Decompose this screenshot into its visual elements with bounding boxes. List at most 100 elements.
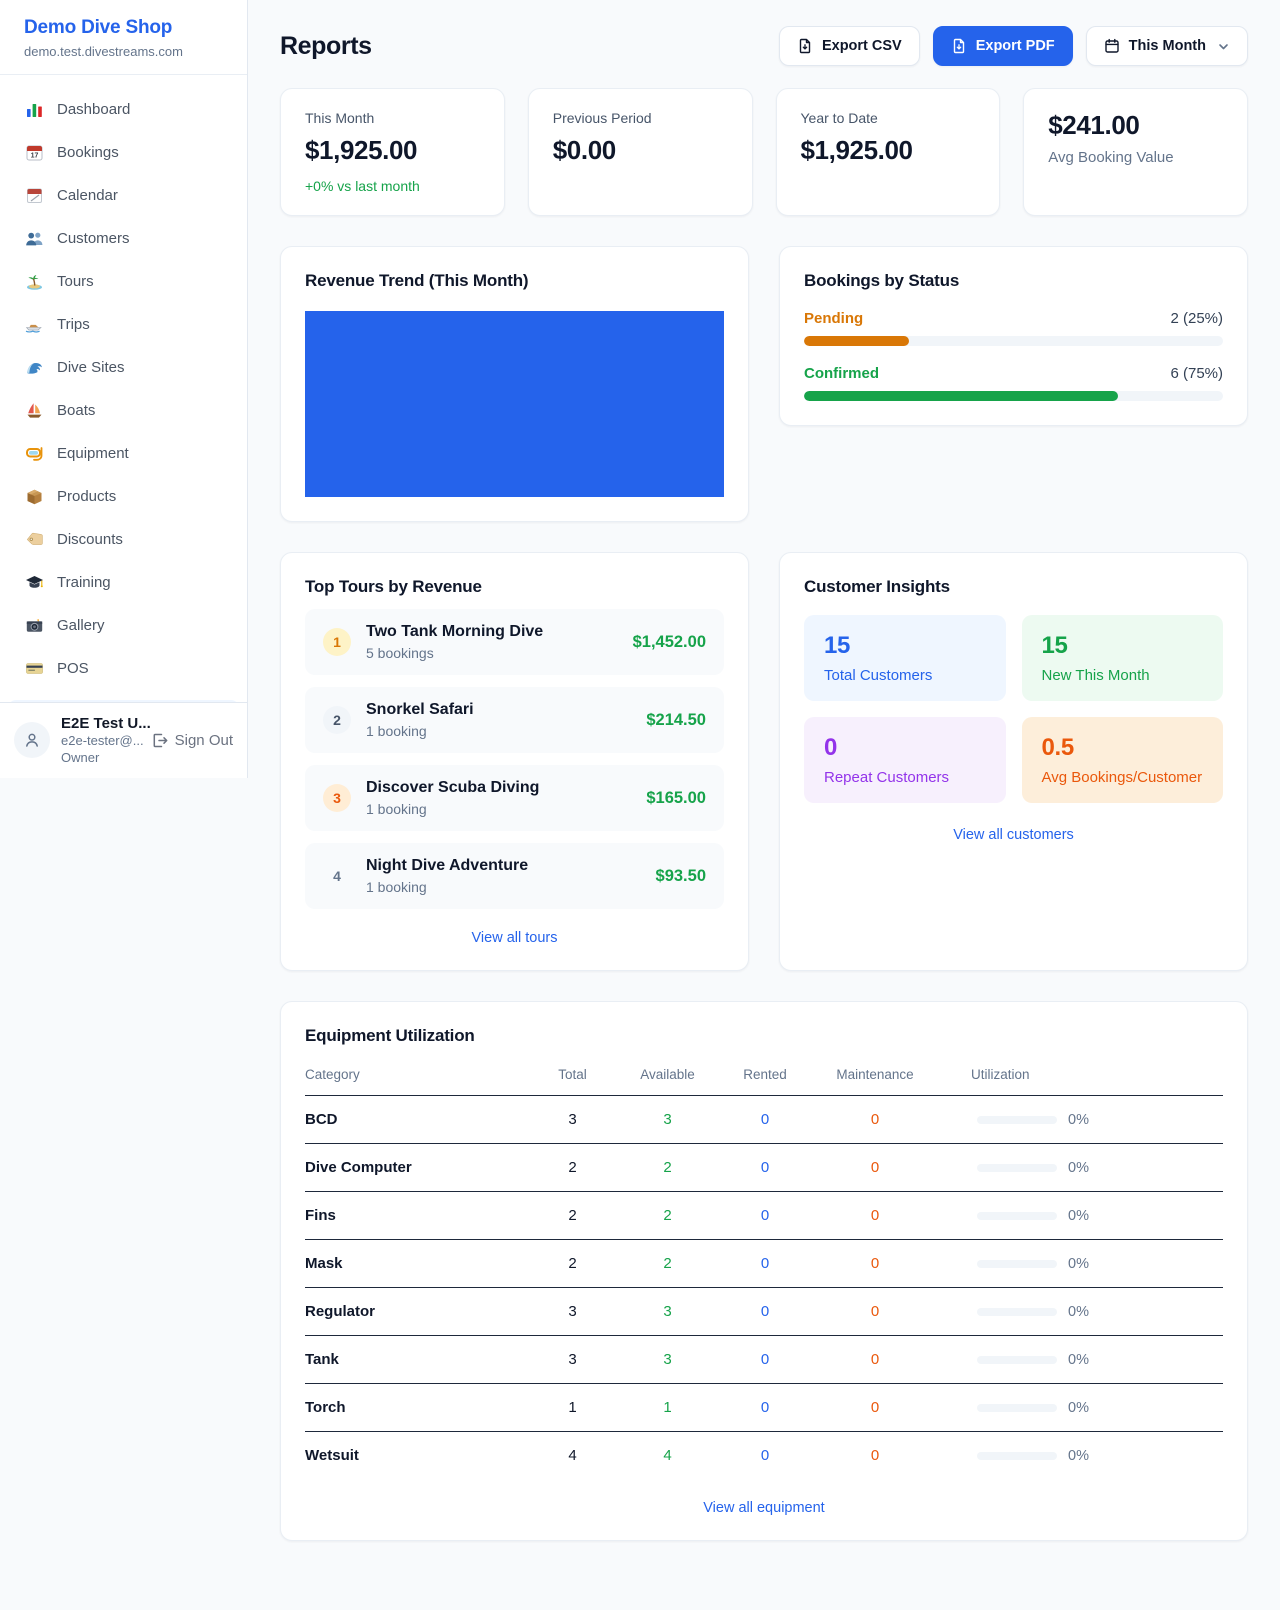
stat-card-avg-booking-value: $241.00 Avg Booking Value	[1023, 88, 1248, 216]
tile-value: 15	[824, 632, 851, 659]
tour-name: Discover Scuba Diving	[366, 779, 540, 796]
view-all-equipment-link[interactable]: View all equipment	[703, 1499, 825, 1516]
tile-new-this-month: 15 New This Month	[1021, 615, 1223, 701]
tile-value: 0.5	[1041, 734, 1075, 761]
table-row: Regulator 3 3 0 0 0%	[305, 1287, 1223, 1336]
stat-value: $241.00	[1048, 110, 1140, 140]
avatar	[14, 722, 50, 759]
tour-row: 3 Discover Scuba Diving 1 booking $165.0…	[305, 765, 724, 831]
stat-label: Previous Period	[552, 110, 652, 126]
sidebar-item-equipment[interactable]: Equipment	[8, 432, 239, 475]
utilization-bar	[977, 1115, 1057, 1124]
col-header-maintenance: Maintenance	[815, 1059, 935, 1096]
stat-card-previous-period: Previous Period $0.00	[527, 88, 753, 216]
sidebar-item-gallery[interactable]: Gallery	[8, 604, 239, 647]
progress-track	[804, 336, 1223, 346]
view-all-customers-link[interactable]: View all customers	[953, 827, 1074, 843]
utilization-cell: 0%	[941, 1352, 1217, 1368]
sidebar-item-products[interactable]: Products	[8, 475, 239, 518]
stat-delta: +0% vs last month	[305, 178, 420, 194]
table-row: Tank 3 3 0 0 0%	[305, 1335, 1223, 1384]
stat-label: This Month	[305, 110, 375, 126]
period-select[interactable]: This Month	[1085, 26, 1248, 66]
sidebar-item-dashboard[interactable]: Dashboard	[8, 88, 239, 131]
sidebar-item-label: Dashboard	[57, 101, 131, 118]
insights-row: Top Tours by Revenue 1 Two Tank Morning …	[280, 552, 1248, 971]
progress-track	[804, 391, 1223, 401]
chevron-down-icon	[1217, 40, 1230, 53]
sign-out-button[interactable]: Sign Out	[151, 732, 233, 749]
status-row-pending: Pending 2 (25%)	[804, 310, 1223, 346]
progress-fill	[804, 391, 1119, 401]
view-all-tours-link[interactable]: View all tours	[471, 930, 558, 946]
tile-label: Total Customers	[824, 667, 933, 684]
table-row: Dive Computer 2 2 0 0 0%	[305, 1143, 1223, 1192]
stat-card-this-month: This Month $1,925.00 +0% vs last month	[280, 88, 505, 216]
sidebar-item-tours[interactable]: Tours	[8, 260, 239, 303]
utilization-cell: 0%	[941, 1112, 1217, 1128]
customer-insights-card: Customer Insights 15 Total Customers 15 …	[779, 552, 1248, 971]
insight-tiles: 15 Total Customers 15 New This Month 0 R…	[804, 615, 1223, 803]
sidebar-item-label: Products	[57, 488, 117, 505]
sidebar-item-discounts[interactable]: Discounts	[8, 518, 239, 561]
sidebar: Demo Dive Shop demo.test.divestreams.com…	[0, 0, 248, 778]
tile-value: 0	[824, 734, 838, 761]
export-pdf-button[interactable]: Export PDF	[932, 26, 1073, 66]
stat-label: Avg Booking Value	[1048, 149, 1174, 166]
utilization-cell: 0%	[941, 1208, 1217, 1224]
stat-value: $1,925.00	[800, 135, 913, 165]
sidebar-item-dive-sites[interactable]: Dive Sites	[8, 346, 239, 389]
sidebar-item-label: Tours	[57, 273, 94, 290]
sidebar-item-training[interactable]: Training	[8, 561, 239, 604]
tour-row: 1 Two Tank Morning Dive 5 bookings $1,45…	[305, 609, 724, 675]
sidebar-item-label: Gallery	[57, 617, 105, 634]
tear-calendar-icon	[25, 186, 44, 205]
stat-value: $0.00	[552, 135, 616, 165]
col-header-category: Category	[305, 1059, 525, 1096]
table-header-row: Category Total Available Rented Maintena…	[305, 1059, 1223, 1096]
rank-badge: 1	[323, 628, 351, 656]
file-download-icon	[953, 38, 964, 54]
table-row: Fins 2 2 0 0 0%	[305, 1191, 1223, 1240]
sidebar-item-trips[interactable]: Trips	[8, 303, 239, 346]
people-icon	[25, 229, 44, 248]
utilization-bar	[977, 1451, 1057, 1460]
sidebar-item-reports-active[interactable]	[8, 700, 239, 702]
sidebar-item-customers[interactable]: Customers	[8, 217, 239, 260]
package-icon	[25, 487, 44, 506]
tour-name: Snorkel Safari	[366, 701, 474, 718]
user-info: E2E Test U... e2e-tester@... Owner	[61, 714, 151, 767]
sidebar-item-boats[interactable]: Boats	[8, 389, 239, 432]
page-title: Reports	[280, 31, 372, 60]
status-label: Confirmed	[804, 365, 879, 382]
utilization-bar	[977, 1211, 1057, 1220]
tour-bookings: 1 booking	[366, 801, 427, 817]
table-row: Torch 1 1 0 0 0%	[305, 1383, 1223, 1432]
sidebar-item-calendar[interactable]: Calendar	[8, 174, 239, 217]
sidebar-item-label: Training	[57, 574, 111, 591]
shop-domain: demo.test.divestreams.com	[24, 44, 183, 59]
table-row: BCD 3 3 0 0 0%	[305, 1095, 1223, 1144]
revenue-trend-chart	[305, 311, 724, 497]
revenue-trend-card: Revenue Trend (This Month)	[280, 246, 749, 522]
tile-label: Repeat Customers	[824, 769, 950, 786]
sign-out-label: Sign Out	[174, 731, 233, 749]
rank-badge: 4	[333, 868, 341, 884]
file-download-icon	[799, 38, 811, 54]
col-header-rented: Rented	[715, 1059, 815, 1096]
tile-repeat-customers: 0 Repeat Customers	[804, 717, 1006, 803]
sidebar-item-label: Customers	[57, 230, 130, 247]
rank-badge: 3	[323, 784, 351, 812]
sidebar-item-bookings[interactable]: 17 Bookings	[8, 131, 239, 174]
export-csv-button[interactable]: Export CSV	[778, 26, 920, 66]
tour-bookings: 1 booking	[366, 879, 427, 895]
tile-total-customers: 15 Total Customers	[804, 615, 1006, 701]
user-name: E2E Test U...	[61, 714, 151, 732]
customer-insights-title: Customer Insights	[804, 577, 950, 596]
sidebar-item-pos[interactable]: POS	[8, 647, 239, 690]
bar-chart-icon	[25, 100, 44, 119]
sailboat-icon	[25, 401, 44, 420]
tour-revenue: $214.50	[646, 710, 706, 729]
sidebar-item-label: Discounts	[57, 531, 123, 548]
tile-value: 15	[1041, 632, 1068, 659]
